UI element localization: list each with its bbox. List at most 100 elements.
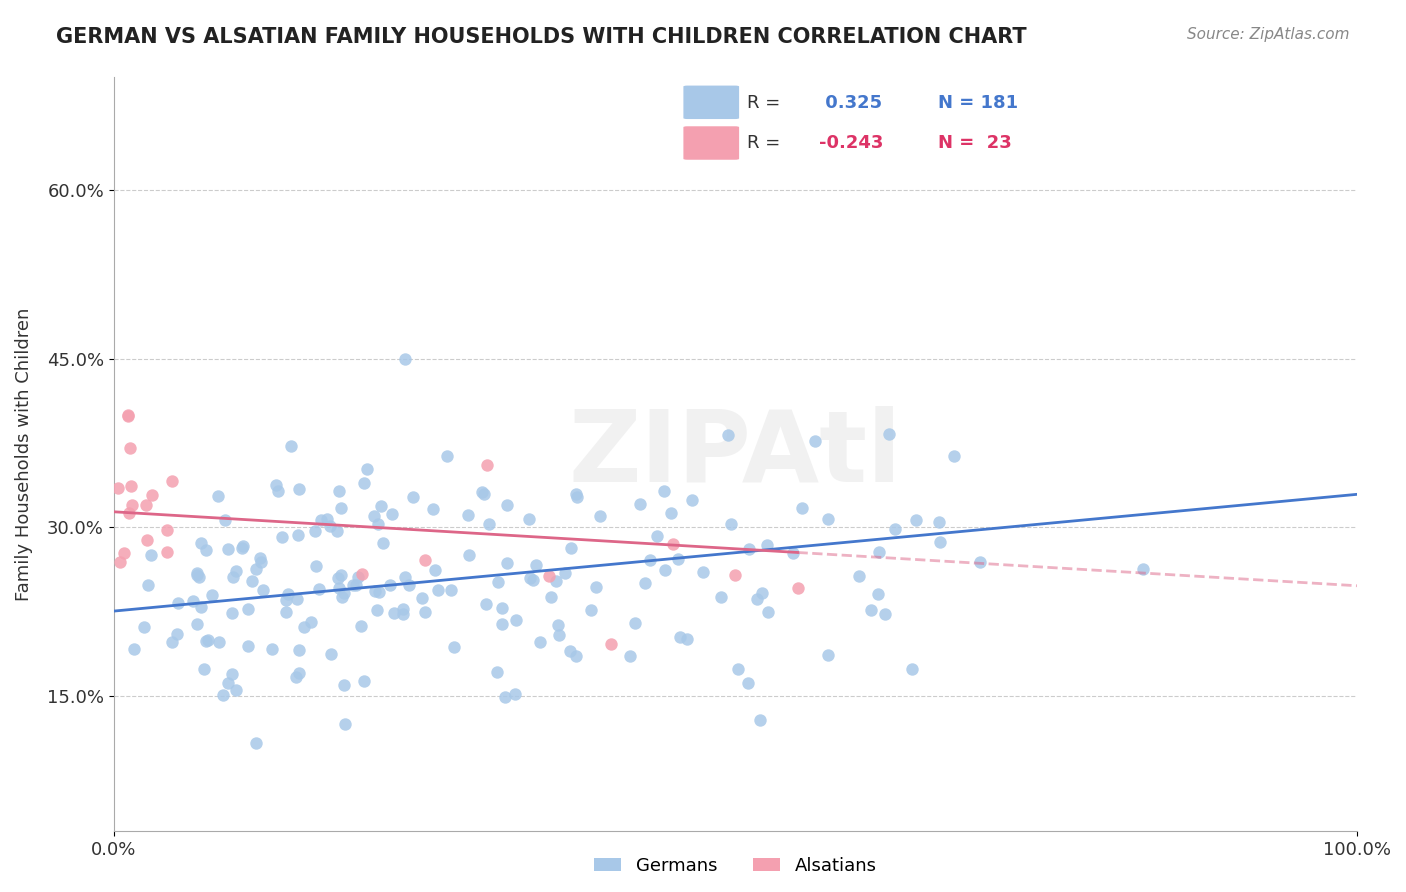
Point bbox=[666, 552, 689, 566]
Point bbox=[475, 597, 498, 611]
Point bbox=[346, 570, 368, 584]
Point bbox=[875, 607, 897, 622]
Point bbox=[392, 607, 415, 621]
Point bbox=[491, 616, 513, 631]
Point bbox=[392, 602, 415, 616]
Point bbox=[866, 587, 889, 601]
Point bbox=[727, 662, 749, 676]
Point bbox=[720, 516, 742, 531]
Point bbox=[139, 548, 162, 562]
Point bbox=[494, 690, 516, 704]
Point bbox=[285, 592, 308, 607]
Point bbox=[540, 591, 562, 605]
Point bbox=[368, 585, 391, 599]
Point bbox=[652, 484, 675, 499]
Point bbox=[943, 450, 966, 464]
Point bbox=[737, 676, 759, 690]
Point bbox=[356, 462, 378, 476]
Point bbox=[187, 569, 209, 583]
Point bbox=[457, 508, 479, 522]
Point bbox=[751, 586, 773, 600]
Point bbox=[120, 478, 142, 492]
Point bbox=[330, 590, 353, 604]
Point bbox=[756, 538, 779, 552]
Point bbox=[287, 527, 309, 541]
Point bbox=[756, 605, 779, 619]
Point bbox=[600, 638, 623, 652]
Point bbox=[745, 591, 768, 606]
Point bbox=[817, 511, 839, 525]
Point bbox=[638, 553, 661, 567]
Point bbox=[589, 508, 612, 523]
Point bbox=[423, 563, 446, 577]
Point bbox=[319, 519, 342, 533]
Point bbox=[344, 578, 367, 592]
Point bbox=[738, 541, 761, 556]
Point bbox=[292, 620, 315, 634]
Point bbox=[519, 571, 541, 585]
Point bbox=[367, 517, 389, 532]
Point bbox=[547, 617, 569, 632]
Point bbox=[475, 458, 498, 472]
Point bbox=[326, 524, 349, 538]
Point bbox=[366, 602, 388, 616]
Point bbox=[160, 474, 183, 488]
Point bbox=[201, 588, 224, 602]
Point bbox=[284, 670, 307, 684]
Point bbox=[195, 633, 218, 648]
Point bbox=[503, 687, 526, 701]
Point bbox=[524, 558, 547, 572]
Point bbox=[221, 606, 243, 620]
Point bbox=[277, 586, 299, 600]
Point bbox=[544, 574, 567, 588]
Point bbox=[135, 533, 157, 548]
Point bbox=[537, 569, 560, 583]
Point bbox=[380, 577, 402, 591]
Point bbox=[877, 427, 900, 442]
Point bbox=[411, 591, 433, 605]
Point bbox=[427, 582, 450, 597]
Point bbox=[443, 640, 465, 654]
Point bbox=[495, 556, 517, 570]
Point bbox=[117, 409, 139, 423]
Point bbox=[624, 616, 647, 631]
Point bbox=[352, 567, 374, 582]
Point bbox=[304, 524, 326, 539]
Point bbox=[548, 628, 571, 642]
Point bbox=[634, 575, 657, 590]
Point bbox=[249, 551, 271, 566]
Point bbox=[381, 508, 404, 522]
Text: Source: ZipAtlas.com: Source: ZipAtlas.com bbox=[1187, 27, 1350, 42]
Point bbox=[122, 641, 145, 656]
Point bbox=[868, 545, 890, 559]
Point bbox=[141, 488, 163, 502]
Point bbox=[565, 487, 588, 501]
Point bbox=[457, 549, 479, 563]
Point bbox=[792, 501, 814, 516]
Point bbox=[353, 673, 375, 688]
Point bbox=[477, 517, 499, 532]
Point bbox=[299, 615, 322, 629]
Point bbox=[217, 676, 239, 690]
Point bbox=[225, 682, 247, 697]
Point bbox=[371, 536, 394, 550]
Point bbox=[167, 596, 190, 610]
Point bbox=[486, 574, 509, 589]
Point bbox=[232, 539, 254, 553]
Point bbox=[350, 619, 373, 633]
Point bbox=[134, 620, 156, 634]
Point bbox=[342, 578, 364, 592]
Text: ZIPAtl: ZIPAtl bbox=[569, 406, 903, 503]
Point bbox=[883, 522, 905, 536]
Point bbox=[222, 570, 245, 584]
Point bbox=[107, 481, 129, 495]
Point bbox=[782, 545, 804, 559]
Point bbox=[328, 484, 350, 499]
Point bbox=[929, 534, 952, 549]
Point bbox=[335, 716, 357, 731]
Point bbox=[328, 581, 350, 595]
Point bbox=[308, 582, 330, 597]
Point bbox=[619, 648, 641, 663]
Point bbox=[724, 568, 747, 582]
Point bbox=[136, 578, 159, 592]
